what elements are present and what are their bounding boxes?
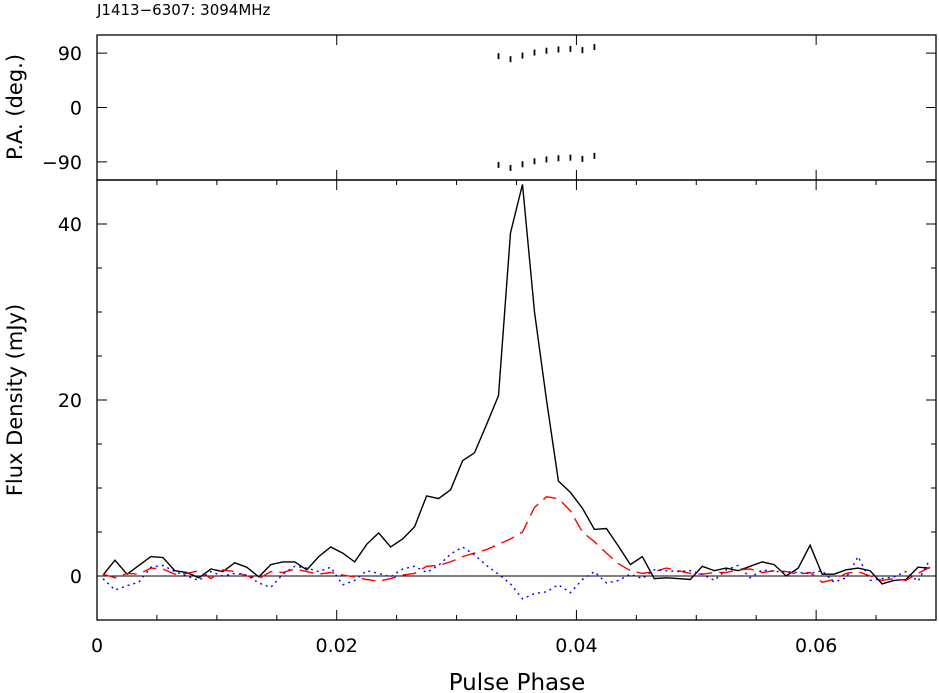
pa-y-tick-label: −90 <box>42 152 82 174</box>
flux-y-tick-label: 40 <box>58 214 82 236</box>
flux-y-axis-label: Flux Density (mJy) <box>3 304 27 496</box>
flux-x-tick-label: 0.06 <box>795 635 837 657</box>
flux-x-tick-label: 0.02 <box>316 635 358 657</box>
flux-ticks: 0 20 40 0 0.02 0.04 0.06 <box>58 179 936 657</box>
flux-panel-frame <box>96 179 937 621</box>
flux-density-panel: Flux Density (mJy) Pulse Phase 0 20 40 0 0.0… <box>3 179 937 693</box>
pa-y-axis-label: P.A. (deg.) <box>3 54 27 160</box>
linear-polarization-line <box>102 496 931 583</box>
flux-y-tick-label: 0 <box>70 566 82 588</box>
pa-y-tick-label: 90 <box>58 43 82 65</box>
pa-y-tick-label: 0 <box>70 98 82 120</box>
x-axis-label: Pulse Phase <box>449 670 586 693</box>
flux-x-tick-label: 0.04 <box>555 635 597 657</box>
total-intensity-line <box>102 184 931 585</box>
pa-points <box>497 44 596 171</box>
flux-y-tick-label: 20 <box>58 390 82 412</box>
position-angle-panel: P.A. (deg.) 90 0 −90 <box>3 34 937 181</box>
flux-lines <box>102 184 931 600</box>
pa-panel-frame <box>96 34 937 181</box>
chart-title: J1413−6307: 3094MHz <box>96 1 271 19</box>
flux-x-tick-label: 0 <box>91 635 103 657</box>
pa-ticks: 90 0 −90 <box>42 35 936 180</box>
